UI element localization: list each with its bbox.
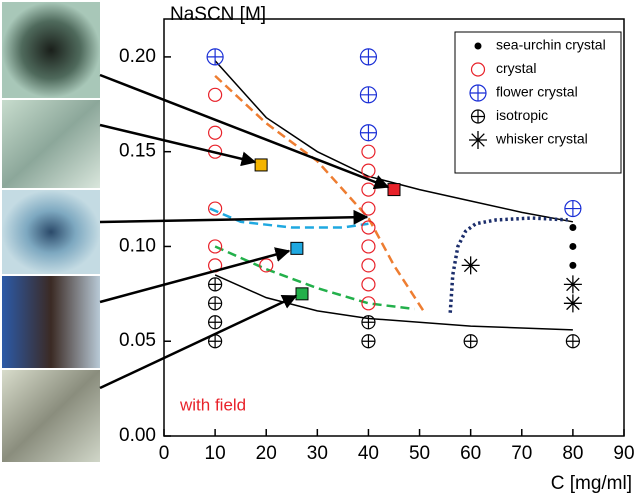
legend-label: sea-urchin crystal: [496, 37, 606, 53]
marker: [361, 334, 376, 349]
boundary-curve: [214, 245, 415, 311]
marker: [563, 294, 582, 313]
legend-label: isotropic: [496, 107, 548, 123]
arrow: [99, 294, 298, 390]
legend-label: whisker crystal: [495, 131, 588, 147]
marker: [361, 258, 376, 273]
x-tick-label: 10: [205, 443, 226, 464]
marker: [208, 125, 223, 140]
marker: [569, 224, 577, 231]
photo: [2, 190, 100, 274]
marker: [361, 296, 376, 311]
x-tick-label: 50: [409, 443, 430, 464]
annotation: with field: [179, 395, 246, 414]
marker: [208, 277, 223, 292]
x-tick-label: 70: [511, 443, 532, 464]
highlight-square: [290, 241, 304, 255]
legend-label: flower crystal: [496, 84, 578, 100]
x-tick-label: 90: [613, 443, 634, 464]
marker: [361, 315, 376, 330]
marker: [564, 199, 582, 218]
highlight-square: [387, 183, 401, 197]
photo: [2, 276, 100, 368]
plot-frame: [163, 18, 625, 437]
arrow: [99, 123, 257, 167]
marker: [361, 144, 376, 159]
marker: [463, 334, 478, 349]
highlight-square: [254, 158, 268, 172]
marker: [469, 84, 487, 102]
marker: [361, 277, 376, 292]
boundary-curve: [214, 74, 426, 314]
marker: [361, 220, 376, 235]
y-tick-label: 0.20: [119, 46, 156, 67]
marker: [569, 261, 577, 269]
marker: [565, 334, 580, 349]
marker: [569, 242, 577, 250]
y-tick-label: 0.05: [119, 330, 156, 351]
marker: [470, 62, 486, 77]
marker: [359, 48, 378, 66]
marker: [208, 296, 223, 311]
marker: [208, 87, 223, 102]
marker: [361, 163, 376, 178]
marker: [563, 275, 582, 294]
x-axis-label: C [mg/ml]: [551, 473, 632, 494]
x-tick-label: 0: [159, 443, 170, 464]
photos: [2, 2, 100, 462]
marker: [259, 258, 274, 273]
boundary-curve: [448, 216, 568, 313]
marker: [474, 42, 482, 50]
arrow: [99, 209, 369, 225]
photo: [2, 370, 100, 462]
marker: [361, 201, 376, 216]
photo: [2, 2, 100, 98]
x-tick-label: 40: [358, 443, 379, 464]
highlight-square: [295, 287, 309, 301]
marker: [206, 48, 224, 66]
legend-label: crystal: [496, 60, 536, 76]
y-tick-label: 0.10: [119, 235, 156, 256]
marker: [359, 86, 378, 104]
boundary-curve: [214, 274, 573, 331]
boundary-curve: [214, 60, 574, 223]
arrows: [99, 73, 390, 390]
y-tick-label: 0.00: [119, 425, 156, 446]
marker: [361, 239, 376, 254]
marker: [470, 109, 486, 124]
y-axis-label: NaSCN [M]: [170, 4, 266, 25]
marker: [208, 315, 223, 330]
y-tick-label: 0.15: [119, 141, 156, 162]
marker: [359, 124, 378, 142]
arrow: [99, 73, 390, 190]
legend: sea-urchin crystal crystal flower crystal i…: [469, 37, 606, 149]
marker: [208, 201, 223, 216]
x-tick-label: 20: [256, 443, 277, 464]
x-tick-label: 80: [562, 443, 583, 464]
x-tick-label: 60: [460, 443, 481, 464]
marker: [208, 239, 223, 254]
photo: [2, 100, 100, 188]
boundary-curve: [209, 207, 369, 229]
marker: [361, 182, 376, 197]
x-tick-label: 30: [307, 443, 328, 464]
marker: [461, 256, 480, 275]
marker: [469, 131, 487, 149]
legend-box: [454, 31, 622, 174]
arrow: [99, 247, 291, 304]
